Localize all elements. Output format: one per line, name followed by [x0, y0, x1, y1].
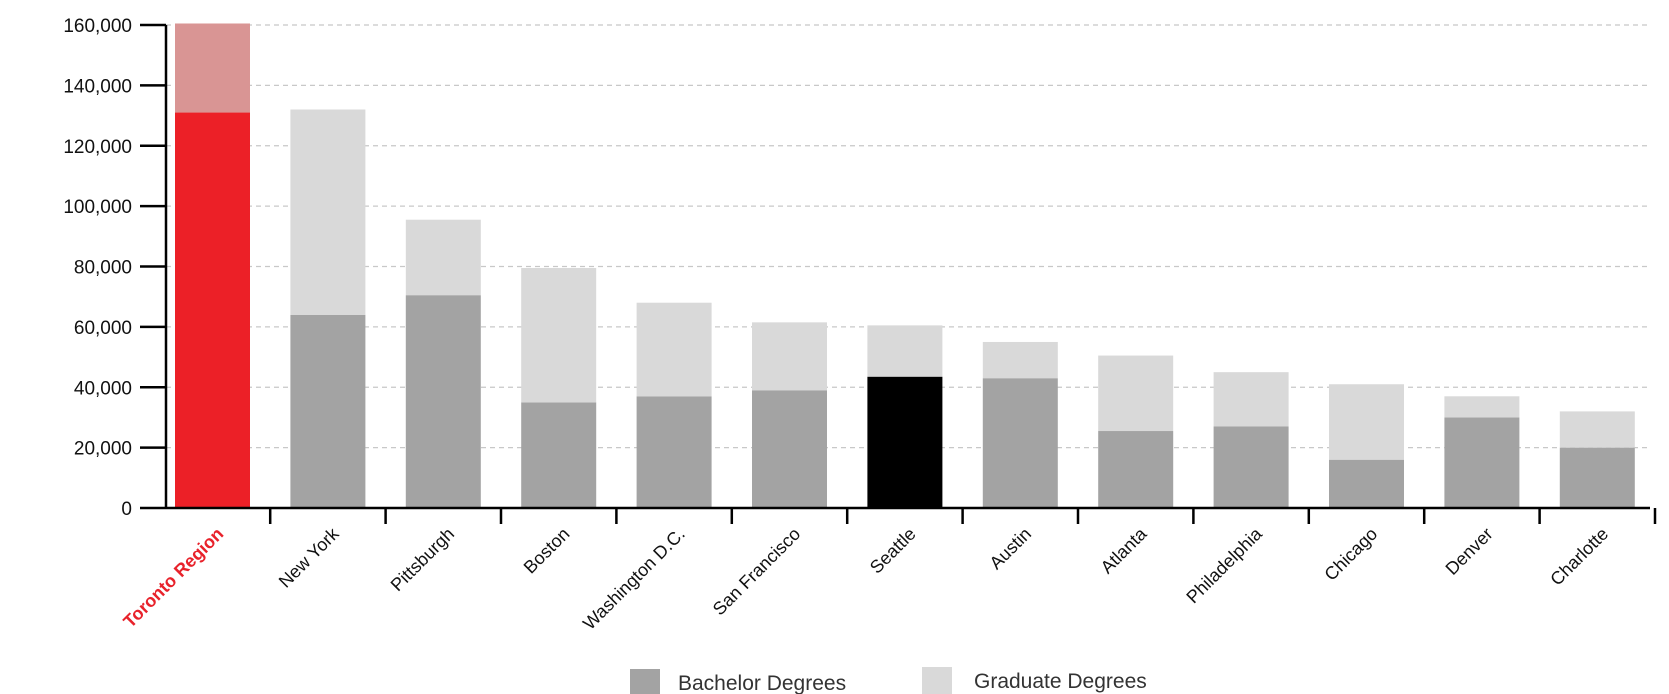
bar-bachelor [521, 402, 597, 508]
legend-label-graduate: Graduate Degrees [974, 670, 1147, 693]
bar-bachelor [1098, 431, 1174, 508]
bar-graduate [867, 325, 943, 377]
y-tick-label: 80,000 [74, 258, 132, 279]
x-tick-label: Washington D.C. [579, 524, 689, 634]
y-tick-label: 60,000 [74, 318, 132, 339]
legend: Bachelor Degrees Graduate Degrees [630, 667, 1147, 694]
bar-graduate [1098, 355, 1174, 432]
x-tick-label: Toronto Region [119, 524, 227, 632]
x-tick-label: Philadelphia [1182, 523, 1266, 607]
bar-graduate [405, 219, 481, 296]
y-tick-label: 140,000 [63, 76, 132, 97]
bar-bachelor [982, 378, 1058, 508]
legend-label-bachelor: Bachelor Degrees [678, 672, 846, 694]
y-tick-label: 40,000 [74, 378, 132, 399]
bar-bachelor [1213, 426, 1289, 508]
bar-graduate [982, 341, 1058, 379]
bars [175, 23, 1635, 508]
bar-graduate [521, 268, 597, 403]
y-tick-label: 100,000 [63, 197, 132, 218]
y-axis-ticks: 0 20,000 40,000 60,000 80,000 100,000 120,000 1… [63, 16, 166, 520]
y-tick-label: 0 [121, 499, 132, 520]
bar-bachelor [175, 112, 250, 508]
legend-swatch-graduate [922, 667, 952, 694]
bar-graduate [1559, 411, 1635, 448]
bar-graduate [752, 322, 827, 391]
bar-bachelor [1559, 447, 1635, 508]
bar-bachelor [752, 390, 827, 508]
y-tick-label: 120,000 [63, 137, 132, 158]
x-tick-label: Denver [1442, 524, 1497, 579]
x-tick-label: New York [275, 523, 344, 592]
bar-bachelor [1329, 459, 1404, 508]
bar-bachelor [867, 376, 943, 508]
x-tick-label: Austin [986, 524, 1036, 574]
x-tick-label: Boston [520, 524, 574, 578]
bar-graduate [175, 23, 250, 113]
x-axis-labels: Toronto Region New York Pittsburgh Boston Wa… [119, 523, 1612, 634]
legend-swatch-bachelor [630, 669, 660, 694]
bar-graduate [290, 109, 366, 315]
x-tick-label: Charlotte [1546, 524, 1612, 590]
bar-graduate [1213, 372, 1289, 427]
bar-bachelor [1444, 417, 1520, 508]
bar-bachelor [290, 314, 366, 508]
bar-graduate [1444, 396, 1520, 418]
x-tick-label: Seattle [866, 524, 920, 578]
x-tick-label: Pittsburgh [387, 524, 458, 595]
x-tick-label: Chicago [1320, 524, 1381, 585]
bar-graduate [1329, 384, 1404, 460]
y-tick-label: 20,000 [74, 439, 132, 460]
x-tick-label: Atlanta [1097, 523, 1151, 577]
bar-graduate [636, 302, 712, 397]
bar-bachelor [636, 396, 712, 508]
bar-bachelor [405, 295, 481, 508]
x-tick-label: San Francisco [709, 524, 805, 620]
y-tick-label: 160,000 [63, 16, 132, 37]
